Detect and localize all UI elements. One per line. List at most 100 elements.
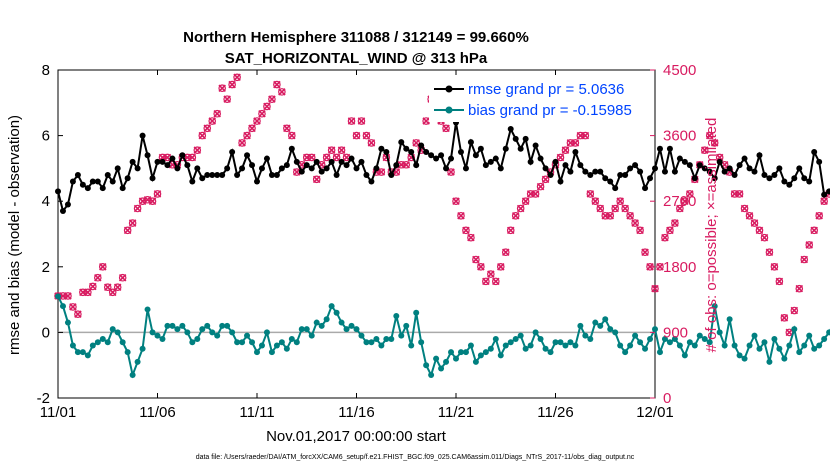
rmse-point bbox=[59, 208, 66, 215]
bias-point bbox=[637, 339, 644, 346]
obs-possible-point bbox=[332, 153, 341, 162]
rmse-point bbox=[786, 181, 793, 188]
rmse-point bbox=[89, 178, 96, 185]
obs-assimilated-point bbox=[715, 153, 724, 162]
obs-assimilated-point bbox=[492, 277, 500, 286]
bias-point bbox=[756, 345, 763, 352]
bias-point bbox=[383, 335, 390, 342]
rmse-point bbox=[433, 155, 440, 162]
obs-possible-point bbox=[541, 175, 550, 184]
x-axis-label: Nov.01,2017 00:00:00 start bbox=[266, 428, 447, 445]
bias-point bbox=[194, 335, 201, 342]
obs-possible-point bbox=[288, 131, 296, 140]
rmse-point bbox=[537, 155, 544, 162]
x-axis-ticks: 11/01 11/06 11/11 11/16 11/21 11/26 12/01 bbox=[40, 70, 674, 421]
obs-possible-point bbox=[710, 139, 719, 147]
obs-assimilated-point bbox=[143, 195, 152, 204]
bias-point bbox=[273, 342, 280, 349]
rmse-point bbox=[637, 168, 644, 175]
bias-point bbox=[353, 326, 360, 333]
obs-possible-point bbox=[352, 131, 361, 140]
y-axis-label-right: # of obs: o=possible; ×=assimilated bbox=[703, 118, 720, 353]
bias-point bbox=[99, 335, 106, 342]
obs-assimilated-point bbox=[676, 204, 684, 213]
obs-possible-point bbox=[118, 273, 127, 282]
bias-point bbox=[572, 342, 579, 349]
bias-point bbox=[617, 342, 624, 349]
rmse-point bbox=[219, 171, 226, 178]
rmse-point bbox=[642, 185, 649, 192]
y-right-tick-label: 900 bbox=[663, 324, 688, 341]
bias-point bbox=[776, 345, 783, 352]
bias-point bbox=[114, 329, 121, 336]
rmse-point bbox=[746, 165, 753, 172]
obs-possible-point bbox=[89, 282, 97, 291]
bias-point bbox=[497, 352, 504, 359]
rmse-point bbox=[686, 162, 693, 169]
bias-point bbox=[144, 306, 151, 313]
obs-assimilated-point bbox=[258, 109, 266, 118]
bias-point bbox=[567, 339, 574, 346]
obs-possible-point bbox=[606, 211, 615, 220]
obs-assimilated-point bbox=[123, 226, 132, 235]
bias-point bbox=[428, 372, 435, 379]
obs-possible-point bbox=[79, 288, 87, 297]
obs-possible-point bbox=[626, 211, 634, 220]
bias-point bbox=[686, 339, 693, 346]
bias-point bbox=[104, 339, 111, 346]
obs-possible-point bbox=[700, 146, 709, 154]
rmse-point bbox=[592, 168, 599, 175]
obs-possible-point bbox=[611, 204, 620, 213]
bias-point bbox=[368, 339, 375, 346]
obs-possible-point bbox=[780, 314, 789, 322]
rmse-point bbox=[184, 162, 191, 169]
y-axis-label-left: rmse and bias (model - observation) bbox=[6, 115, 23, 355]
obs-possible-point bbox=[750, 219, 759, 227]
obs-possible-point bbox=[496, 262, 505, 271]
bias-point bbox=[462, 349, 469, 356]
obs-assimilated-point bbox=[322, 153, 331, 162]
bias-point bbox=[89, 342, 96, 349]
obs-possible-point bbox=[641, 248, 649, 257]
obs-possible-point bbox=[322, 153, 331, 162]
bias-point bbox=[84, 352, 91, 359]
y-right-tick-label: 4500 bbox=[663, 62, 696, 79]
bias-point bbox=[363, 339, 370, 346]
bias-point bbox=[453, 355, 459, 362]
rmse-point bbox=[254, 178, 260, 185]
obs-assimilated-point bbox=[402, 160, 411, 169]
rmse-point bbox=[263, 155, 270, 162]
bias-point bbox=[592, 319, 599, 326]
obs-assimilated-point bbox=[497, 263, 505, 271]
obs-assimilated-point bbox=[815, 212, 823, 220]
obs-assimilated-point bbox=[367, 139, 376, 147]
obs-assimilated-point bbox=[99, 263, 107, 271]
rmse-point bbox=[298, 168, 305, 175]
obs-assimilated-point bbox=[248, 124, 256, 133]
bias-point bbox=[333, 309, 340, 316]
rmse-point bbox=[288, 145, 295, 152]
rmse-point bbox=[64, 201, 71, 208]
obs-assimilated-point bbox=[223, 95, 231, 103]
rmse-point bbox=[522, 135, 529, 142]
bias-point bbox=[652, 326, 658, 333]
obs-assimilated-point bbox=[153, 190, 162, 198]
obs-possible-point bbox=[661, 233, 669, 242]
obs-possible-point bbox=[367, 139, 376, 147]
bias-point bbox=[239, 339, 246, 346]
bias-point bbox=[358, 332, 365, 339]
rmse-point bbox=[418, 142, 425, 149]
y-right-tick-label: 1800 bbox=[663, 259, 696, 276]
bias-point bbox=[254, 349, 260, 356]
obs-assimilated-point bbox=[785, 328, 794, 337]
rmse-point bbox=[647, 175, 654, 182]
obs-assimilated-point bbox=[238, 139, 246, 147]
obs-possible-point bbox=[337, 146, 346, 154]
obs-assimilated-point bbox=[293, 168, 301, 176]
bias-point bbox=[263, 329, 270, 336]
bias-point bbox=[492, 335, 499, 342]
obs-possible-point bbox=[506, 226, 515, 235]
rmse-point bbox=[582, 168, 589, 175]
bias-point bbox=[781, 355, 788, 362]
bias-point bbox=[562, 342, 569, 349]
